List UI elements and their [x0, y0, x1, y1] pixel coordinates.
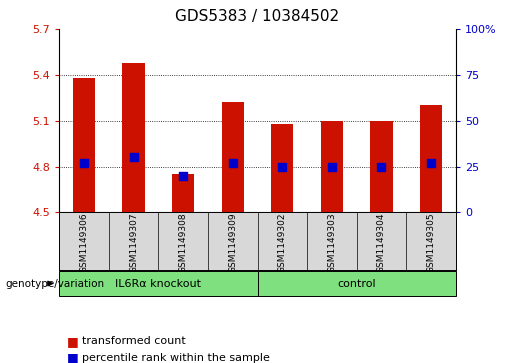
Text: transformed count: transformed count: [82, 336, 186, 346]
Bar: [321, 121, 343, 212]
Bar: [370, 121, 392, 212]
Bar: [271, 124, 294, 212]
Point: [427, 160, 435, 166]
Text: genotype/variation: genotype/variation: [5, 278, 104, 289]
Point: [129, 154, 138, 160]
Point: [229, 160, 237, 166]
Point: [80, 160, 88, 166]
Point: [328, 164, 336, 170]
Bar: [59, 271, 258, 296]
Text: control: control: [337, 278, 376, 289]
Text: GSM1149302: GSM1149302: [278, 212, 287, 273]
Bar: [172, 174, 194, 212]
Text: ■: ■: [67, 351, 79, 363]
Text: ■: ■: [67, 335, 79, 348]
Text: GSM1149309: GSM1149309: [228, 212, 237, 273]
Point: [179, 173, 187, 179]
Point: [377, 164, 386, 170]
Bar: [73, 78, 95, 212]
Bar: [258, 271, 456, 296]
Point: [278, 164, 286, 170]
Text: GDS5383 / 10384502: GDS5383 / 10384502: [176, 9, 339, 24]
Text: GSM1149305: GSM1149305: [426, 212, 436, 273]
Bar: [123, 63, 145, 212]
Bar: [420, 105, 442, 212]
Text: IL6Rα knockout: IL6Rα knockout: [115, 278, 201, 289]
Text: GSM1149303: GSM1149303: [328, 212, 336, 273]
Bar: [221, 102, 244, 212]
Text: GSM1149307: GSM1149307: [129, 212, 138, 273]
Text: percentile rank within the sample: percentile rank within the sample: [82, 352, 270, 363]
Text: GSM1149308: GSM1149308: [179, 212, 187, 273]
Text: GSM1149304: GSM1149304: [377, 212, 386, 273]
Text: GSM1149306: GSM1149306: [79, 212, 89, 273]
